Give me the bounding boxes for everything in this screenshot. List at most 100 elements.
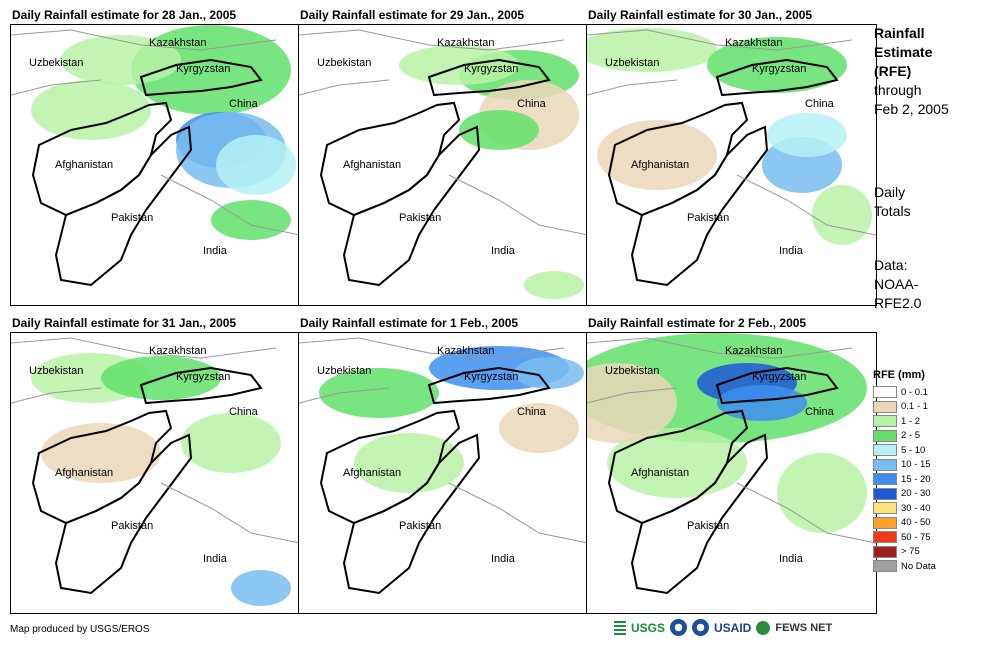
country-label-uzbekistan: Uzbekistan bbox=[29, 57, 83, 69]
credit-text: Map produced by USGS/EROS bbox=[10, 624, 150, 635]
afghanistan-border bbox=[31, 409, 173, 525]
fews-net-logo-text: FEWS NET bbox=[775, 621, 833, 634]
country-label-afghanistan: Afghanistan bbox=[55, 467, 113, 479]
panel-title: Daily Rainfall estimate for 29 Jan., 200… bbox=[300, 8, 525, 22]
legend-label: 50 - 75 bbox=[901, 531, 931, 543]
data-line: RFE2.0 bbox=[874, 295, 922, 311]
country-label-kyrgyzstan: Kyrgyzstan bbox=[464, 63, 518, 75]
sidebar-data-source: Data: NOAA- RFE2.0 bbox=[874, 256, 921, 313]
kyrgyzstan-border bbox=[139, 366, 263, 405]
country-label-kyrgyzstan: Kyrgyzstan bbox=[752, 63, 806, 75]
afghanistan-border bbox=[31, 101, 173, 217]
country-label-china: China bbox=[805, 98, 835, 110]
country-label-china: China bbox=[805, 406, 835, 418]
map-canvas: Kazakhstan Uzbekistan Kyrgyzstan China Afgha… bbox=[11, 337, 300, 606]
legend-item: No Data bbox=[873, 559, 983, 574]
legend-label: > 75 bbox=[901, 546, 920, 558]
legend-swatch bbox=[873, 487, 897, 500]
country-label-afghanistan: Afghanistan bbox=[631, 159, 689, 171]
map-canvas: Kazakhstan Uzbekistan Kyrgyzstan China Afgha… bbox=[299, 337, 588, 595]
afghanistan-border bbox=[607, 101, 749, 217]
legend-item: > 75 bbox=[873, 545, 983, 560]
legend-item: 40 - 50 bbox=[873, 516, 983, 531]
rainfall-area bbox=[31, 80, 151, 140]
legend-item: 1 - 2 bbox=[873, 414, 983, 429]
panel-title: Daily Rainfall estimate for 28 Jan., 200… bbox=[12, 8, 237, 22]
pakistan-border bbox=[342, 433, 481, 595]
country-label-uzbekistan: Uzbekistan bbox=[605, 365, 659, 377]
legend-swatch bbox=[873, 458, 897, 471]
agency-logos: USGS USAID FEWS NET bbox=[614, 619, 832, 636]
legend-label: 2 - 5 bbox=[901, 430, 921, 442]
pakistan-border bbox=[54, 433, 193, 595]
data-line: Data: bbox=[874, 257, 908, 273]
legend-swatch bbox=[873, 545, 897, 558]
rainfall-area bbox=[354, 433, 464, 493]
legend-label: 20 - 30 bbox=[901, 488, 931, 500]
usaid-logo-text: USAID bbox=[714, 620, 752, 635]
rainfall-map: Kazakhstan Uzbekistan Kyrgyzstan China Afgha… bbox=[298, 24, 589, 306]
rainfall-area bbox=[812, 185, 872, 245]
country-label-pakistan: Pakistan bbox=[687, 212, 729, 224]
rainfall-area bbox=[499, 403, 579, 453]
totals-line: Totals bbox=[874, 203, 911, 219]
legend-item: 20 - 30 bbox=[873, 487, 983, 502]
pakistan-border bbox=[630, 433, 769, 595]
legend-label: 0 - 0.1 bbox=[901, 386, 928, 398]
country-label-india: India bbox=[779, 553, 804, 565]
country-boundary-lines bbox=[587, 337, 876, 544]
through-label: through bbox=[874, 82, 922, 98]
legend-label: 30 - 40 bbox=[901, 502, 931, 514]
kyrgyzstan-border bbox=[715, 366, 839, 405]
rainfall-area bbox=[587, 363, 677, 443]
legend-swatch bbox=[873, 429, 897, 442]
rainfall-map: Kazakhstan Uzbekistan Kyrgyzstan China Afgha… bbox=[298, 332, 589, 614]
nasa-logo-icon bbox=[692, 619, 710, 636]
kyrgyzstan-border bbox=[715, 58, 839, 97]
country-label-india: India bbox=[203, 245, 228, 257]
afghanistan-border bbox=[607, 409, 749, 525]
totals-line: Daily bbox=[874, 184, 906, 200]
country-label-india: India bbox=[203, 553, 228, 565]
panel-title: Daily Rainfall estimate for 31 Jan., 200… bbox=[12, 316, 237, 330]
legend-label: 15 - 20 bbox=[901, 473, 931, 485]
country-label-kazakhstan: Kazakhstan bbox=[725, 37, 782, 49]
rainfall-area bbox=[587, 28, 717, 72]
rainfall-area bbox=[707, 37, 847, 93]
afghanistan-border bbox=[319, 409, 461, 525]
country-label-pakistan: Pakistan bbox=[399, 520, 441, 532]
pakistan-border bbox=[630, 125, 769, 287]
rainfall-area bbox=[514, 357, 584, 389]
country-label-china: China bbox=[517, 406, 547, 418]
heading-line: (RFE) bbox=[874, 63, 912, 79]
country-boundary-lines bbox=[587, 29, 876, 236]
country-label-pakistan: Pakistan bbox=[111, 212, 153, 224]
pakistan-border bbox=[342, 125, 481, 287]
rainfall-area bbox=[777, 453, 867, 533]
country-label-uzbekistan: Uzbekistan bbox=[29, 365, 83, 377]
country-label-india: India bbox=[491, 245, 516, 257]
country-boundary-lines bbox=[299, 337, 588, 544]
rainfall-panel-29-jan: Daily Rainfall estimate for 29 Jan., 200… bbox=[298, 8, 589, 314]
rainfall-panel-28-jan: Daily Rainfall estimate for 28 Jan., 200… bbox=[10, 8, 301, 314]
through-date: Feb 2, 2005 bbox=[874, 101, 949, 117]
country-label-afghanistan: Afghanistan bbox=[55, 159, 113, 171]
legend-swatch bbox=[873, 560, 897, 573]
legend-swatch bbox=[873, 386, 897, 399]
country-label-kyrgyzstan: Kyrgyzstan bbox=[176, 371, 230, 383]
country-label-uzbekistan: Uzbekistan bbox=[317, 57, 371, 69]
kyrgyzstan-border bbox=[139, 58, 263, 97]
legend-swatch bbox=[873, 444, 897, 457]
usgs-logo-text: USGS bbox=[631, 620, 666, 635]
panel-title: Daily Rainfall estimate for 2 Feb., 2005 bbox=[588, 316, 807, 330]
legend-rows: 0 - 0.1 0.1 - 1 1 - 2 2 - 5 5 - 10 10 - 15 15 … bbox=[873, 385, 983, 574]
legend-item: 15 - 20 bbox=[873, 472, 983, 487]
country-boundary-lines bbox=[11, 29, 300, 236]
country-label-pakistan: Pakistan bbox=[687, 520, 729, 532]
country-label-china: China bbox=[229, 406, 259, 418]
country-label-kazakhstan: Kazakhstan bbox=[725, 345, 782, 357]
country-label-afghanistan: Afghanistan bbox=[343, 467, 401, 479]
sidebar-totals: Daily Totals bbox=[874, 183, 911, 221]
country-label-afghanistan: Afghanistan bbox=[343, 159, 401, 171]
country-label-pakistan: Pakistan bbox=[111, 520, 153, 532]
